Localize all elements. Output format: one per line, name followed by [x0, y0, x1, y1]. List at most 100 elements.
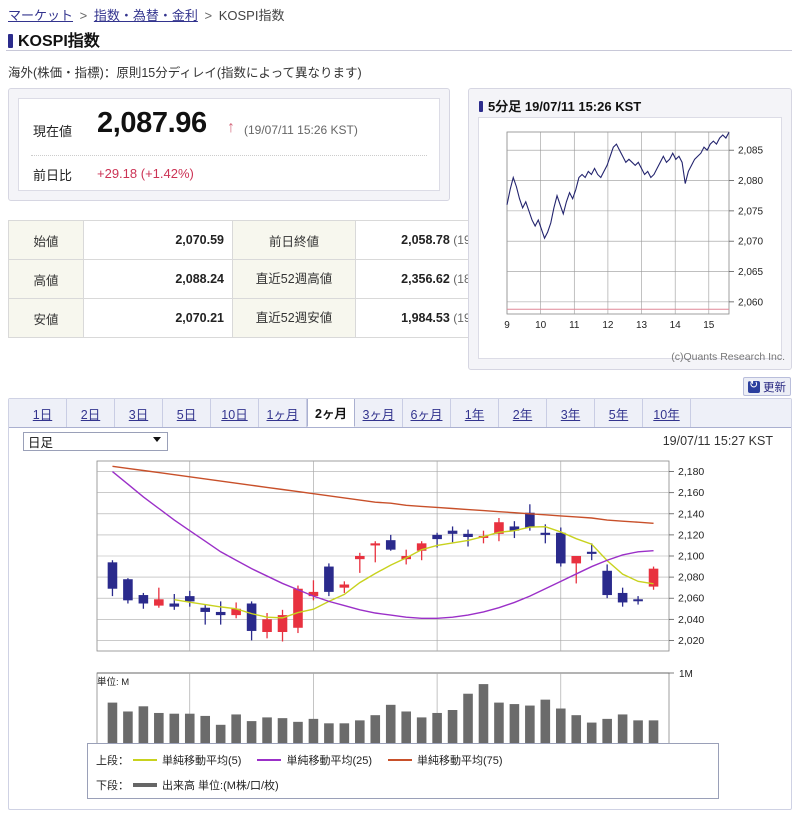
- legend-swatch-volume: [133, 783, 157, 787]
- chart-toolbar: 日足 19/07/11 15:27 KST: [9, 429, 791, 455]
- quote-divider: [31, 155, 427, 156]
- intraday-title: 5分足 19/07/11 15:26 KST: [479, 96, 641, 115]
- svg-text:2,040: 2,040: [678, 614, 704, 626]
- table-row: 安値 2,070.21 直近52週安値 1,984.53 (19/01/04): [8, 298, 517, 338]
- intraday-chart-svg: 2,060 2,065 2,070 2,075 2,080 2,085 9 10 11 12 13…: [504, 131, 763, 331]
- svg-text:9: 9: [504, 320, 510, 331]
- legend-upper-label: 上段：: [96, 755, 129, 767]
- intraday-copyright: (c)Quants Research Inc.: [671, 351, 785, 363]
- stat-value-open: 2,070.59: [83, 220, 233, 260]
- quote-inner: 現在値 2,087.96 ↑ (19/07/11 15:26 KST) 前日比 …: [18, 98, 440, 191]
- intraday-x-axis-labels: 9 10 11 12 13 14 15: [504, 320, 715, 331]
- tab-3年[interactable]: 3年: [547, 399, 595, 427]
- legend-swatch-ma75: [388, 759, 413, 761]
- svg-text:2,070: 2,070: [738, 237, 763, 248]
- period-tabbar: 1日 2日 3日 5日 10日 1ヶ月 2ヶ月 3ヶ月 6ヶ月 1年 2年 3年 5年 10年: [9, 399, 791, 428]
- tab-5日[interactable]: 5日: [163, 399, 211, 427]
- svg-text:2,080: 2,080: [678, 572, 704, 584]
- tab-1日[interactable]: 1日: [19, 399, 67, 427]
- svg-text:12: 12: [602, 320, 614, 331]
- table-row: 高値 2,088.24 直近52週高値 2,356.62 (18/09/28): [8, 259, 517, 299]
- stats-table-body: 始値 2,070.59 前日終値 2,058.78 (19/07/10) 高値 …: [8, 220, 517, 338]
- svg-text:2,180: 2,180: [678, 466, 704, 478]
- current-price-label: 現在値: [33, 124, 73, 139]
- stat-label-high: 高値: [8, 259, 84, 299]
- svg-text:2,100: 2,100: [678, 551, 704, 563]
- refresh-label: 更新: [763, 381, 786, 394]
- volume-unit-label: 単位: M: [97, 676, 129, 688]
- title-marker-icon: [479, 101, 483, 112]
- tab-5年[interactable]: 5年: [595, 399, 643, 427]
- legend-item-ma75: 単純移動平均(75): [388, 752, 503, 768]
- candle-type-select[interactable]: 日足: [23, 432, 168, 451]
- breadcrumb-item-market[interactable]: マーケット: [8, 8, 74, 23]
- candle-type-value: 日足: [28, 436, 54, 450]
- title-marker-icon: [8, 34, 13, 48]
- chart-panel: 1日 2日 3日 5日 10日 1ヶ月 2ヶ月 3ヶ月 6ヶ月 1年 2年 3年 5年 10年 日足 19…: [8, 398, 792, 810]
- tab-10年[interactable]: 10年: [643, 399, 691, 427]
- tab-3ヶ月[interactable]: 3ヶ月: [355, 399, 403, 427]
- daily-y-axis-labels: 2,020 2,040 2,060 2,080 2,100 2,120 2,140 2,160…: [678, 466, 704, 647]
- stat-label-open: 始値: [8, 220, 84, 260]
- stat-label-52w-high: 直近52週高値: [232, 259, 356, 299]
- page-title-text: KOSPI指数: [18, 33, 100, 50]
- stat-value-52w-high-number: 2,356.62: [401, 272, 450, 286]
- stat-label-prev-close: 前日終値: [232, 220, 356, 260]
- svg-text:10: 10: [535, 320, 547, 331]
- current-price-value: 2,087.96: [97, 107, 207, 139]
- intraday-gridlines: [506, 131, 734, 315]
- breadcrumb-item-current: KOSPI指数: [218, 8, 285, 23]
- tab-10日[interactable]: 10日: [211, 399, 259, 427]
- daily-chart: 2,020 2,040 2,060 2,080 2,100 2,120 2,140 2,160…: [9, 455, 791, 807]
- svg-text:11: 11: [569, 320, 580, 331]
- svg-text:2,060: 2,060: [738, 297, 763, 308]
- change-label: 前日比: [33, 168, 73, 183]
- tab-3日[interactable]: 3日: [115, 399, 163, 427]
- svg-text:2,140: 2,140: [678, 508, 704, 520]
- breadcrumb-separator: >: [204, 8, 213, 23]
- intraday-chart: 2,060 2,065 2,070 2,075 2,080 2,085 9 10 11 12 13…: [478, 117, 782, 359]
- legend-upper-row: 上段： 単純移動平均(5) 単純移動平均(25) 単純移動平均(75): [96, 752, 519, 768]
- page-title: KOSPI指数: [8, 27, 100, 51]
- svg-text:2,020: 2,020: [678, 635, 704, 647]
- tab-1年[interactable]: 1年: [451, 399, 499, 427]
- stat-label-low: 安値: [8, 298, 84, 338]
- daily-chart-svg: 2,020 2,040 2,060 2,080 2,100 2,120 2,140 2,160…: [96, 460, 704, 764]
- legend-swatch-ma25: [257, 759, 282, 761]
- change-value: +29.18 (+1.42%): [97, 166, 194, 181]
- table-row: 始値 2,070.59 前日終値 2,058.78 (19/07/10): [8, 220, 517, 260]
- tab-6ヶ月[interactable]: 6ヶ月: [403, 399, 451, 427]
- legend-label-volume: 出来高 単位:(M株/口/枚): [162, 780, 279, 792]
- tab-2ヶ月[interactable]: 2ヶ月: [307, 399, 355, 427]
- stats-table: 始値 2,070.59 前日終値 2,058.78 (19/07/10) 高値 …: [8, 220, 517, 338]
- svg-text:15: 15: [703, 320, 715, 331]
- breadcrumb-separator: >: [79, 8, 88, 23]
- stat-label-52w-low: 直近52週安値: [232, 298, 356, 338]
- intraday-title-text: 5分足 19/07/11 15:26 KST: [488, 99, 642, 114]
- breadcrumb: マーケット > 指数・為替・金利 > KOSPI指数: [8, 5, 284, 24]
- legend-swatch-ma5: [133, 759, 157, 761]
- svg-text:13: 13: [636, 320, 648, 331]
- svg-text:2,085: 2,085: [738, 146, 763, 157]
- tab-2年[interactable]: 2年: [499, 399, 547, 427]
- moving-average-lines: [112, 465, 654, 619]
- volume-series: [96, 672, 674, 748]
- svg-text:2,065: 2,065: [738, 267, 763, 278]
- volume-axis-label: 1M: [679, 669, 693, 680]
- svg-text:2,160: 2,160: [678, 487, 704, 499]
- stat-value-high: 2,088.24: [83, 259, 233, 299]
- svg-text:2,075: 2,075: [738, 206, 763, 217]
- price-up-arrow-icon: ↑: [227, 119, 235, 136]
- legend-item-volume: 出来高 単位:(M株/口/枚): [133, 777, 279, 793]
- tab-1ヶ月[interactable]: 1ヶ月: [259, 399, 307, 427]
- breadcrumb-item-index[interactable]: 指数・為替・金利: [93, 8, 198, 23]
- legend-label-ma75: 単純移動平均(75): [417, 755, 503, 767]
- chevron-down-icon: [153, 437, 161, 442]
- quote-timestamp: (19/07/11 15:26 KST): [244, 123, 358, 137]
- intraday-price-line: [506, 131, 730, 240]
- refresh-icon: [748, 379, 760, 393]
- refresh-button[interactable]: 更新: [743, 377, 791, 396]
- tab-2日[interactable]: 2日: [67, 399, 115, 427]
- stat-value-prev-close-number: 2,058.78: [401, 233, 450, 247]
- stat-value-52w-low-number: 1,984.53: [401, 311, 450, 325]
